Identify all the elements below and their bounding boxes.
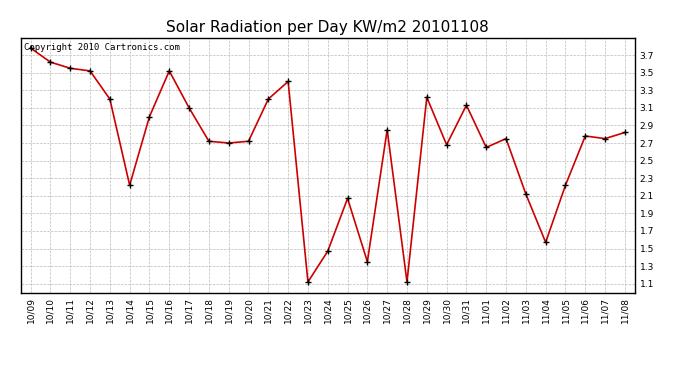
Text: Copyright 2010 Cartronics.com: Copyright 2010 Cartronics.com	[23, 43, 179, 52]
Title: Solar Radiation per Day KW/m2 20101108: Solar Radiation per Day KW/m2 20101108	[166, 20, 489, 35]
